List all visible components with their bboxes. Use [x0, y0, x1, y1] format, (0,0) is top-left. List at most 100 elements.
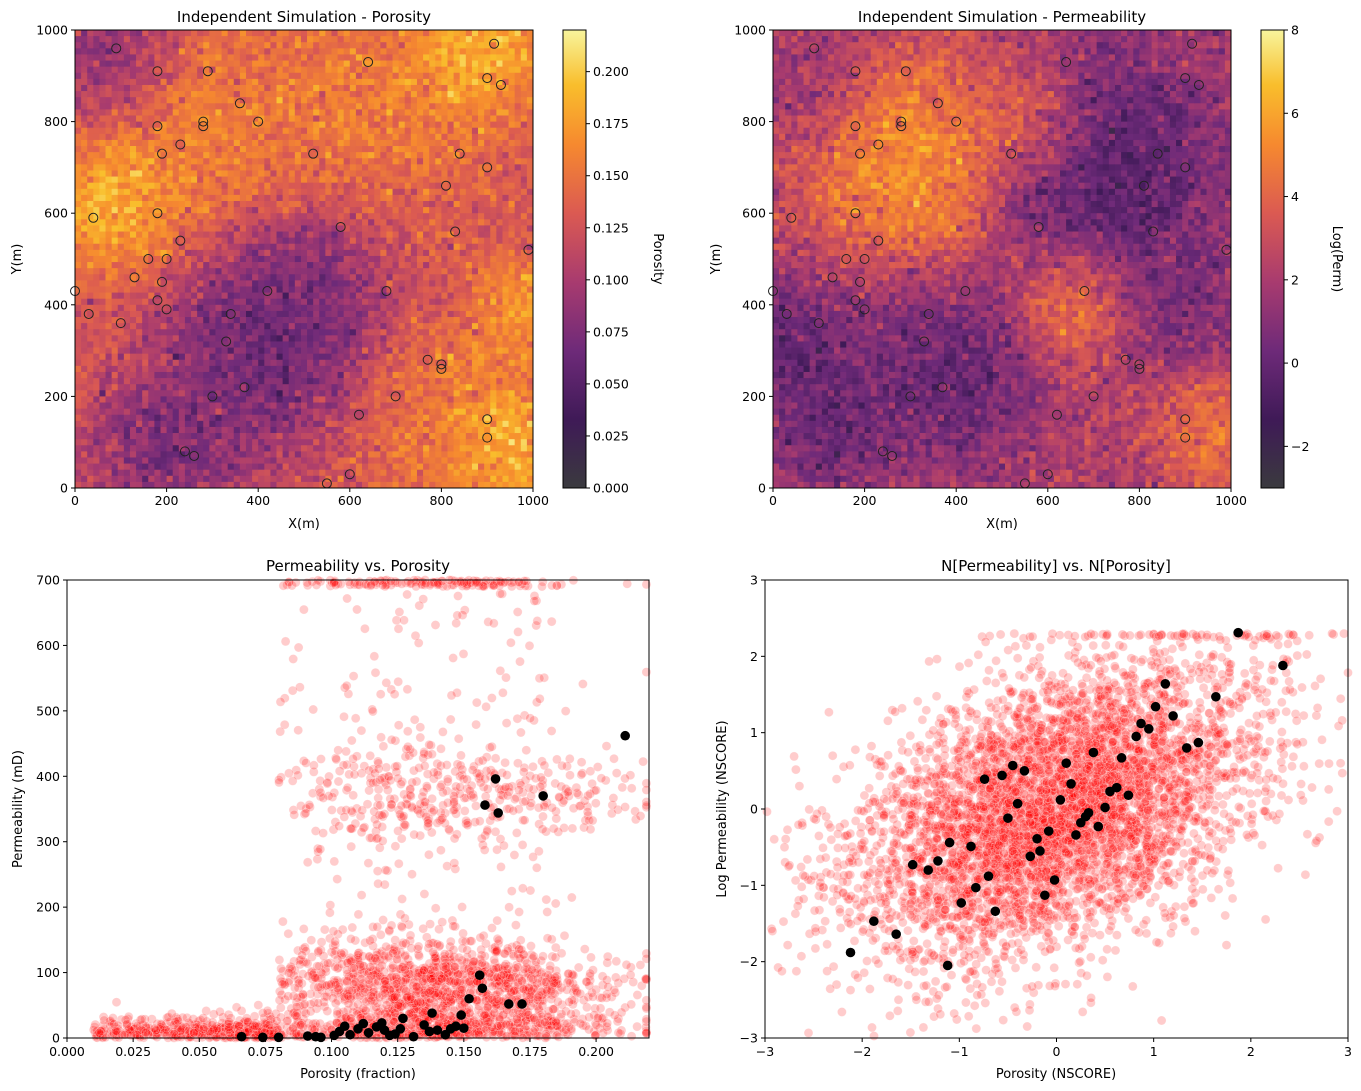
heatmap-cell	[429, 48, 436, 55]
heatmap-cell	[197, 207, 204, 214]
heatmap-cell	[154, 250, 161, 257]
heatmap-cell	[374, 286, 381, 293]
heatmap-cell	[264, 91, 271, 98]
heatmap-cell	[93, 384, 100, 391]
heatmap-cell	[362, 115, 369, 122]
heatmap-cell	[399, 433, 406, 440]
heatmap-cell	[460, 335, 467, 342]
heatmap-cell	[215, 323, 222, 330]
heatmap-cell	[423, 109, 430, 116]
heatmap-cell	[124, 195, 131, 202]
heatmap-cell	[87, 384, 94, 391]
heatmap-cell	[405, 134, 412, 141]
heatmap-cell	[411, 360, 418, 367]
heatmap-cell	[112, 476, 119, 483]
heatmap-cell	[405, 213, 412, 220]
heatmap-cell	[222, 354, 229, 361]
heatmap-cell	[460, 311, 467, 318]
heatmap-cell	[289, 378, 296, 385]
heatmap-cell	[399, 378, 406, 385]
heatmap-cell	[264, 48, 271, 55]
heatmap-cell	[148, 54, 155, 61]
heatmap-cell	[240, 372, 247, 379]
heatmap-cell	[411, 415, 418, 422]
heatmap-cell	[295, 256, 302, 263]
heatmap-cell	[252, 433, 259, 440]
heatmap-cell	[460, 79, 467, 86]
heatmap-cell	[258, 286, 265, 293]
heatmap-cell	[277, 152, 284, 159]
heatmap-cell	[411, 189, 418, 196]
heatmap-cell	[399, 409, 406, 416]
heatmap-cell	[99, 482, 106, 489]
heatmap-cell	[270, 427, 277, 434]
heatmap-cell	[319, 195, 326, 202]
heatmap-cell	[454, 91, 461, 98]
heatmap-cell	[87, 390, 94, 397]
heatmap-cell	[99, 79, 106, 86]
heatmap-cell	[179, 470, 186, 477]
heatmap-cell	[325, 433, 332, 440]
heatmap-cell	[252, 390, 259, 397]
heatmap-cell	[435, 109, 442, 116]
heatmap-cell	[423, 225, 430, 232]
heatmap-cell	[313, 42, 320, 49]
heatmap-cell	[277, 482, 284, 489]
heatmap-cell	[289, 445, 296, 452]
heatmap-cell	[270, 317, 277, 324]
heatmap-cell	[289, 67, 296, 74]
heatmap-cell	[252, 134, 259, 141]
heatmap-cell	[191, 91, 198, 98]
heatmap-cell	[460, 293, 467, 300]
heatmap-cell	[209, 79, 216, 86]
heatmap-cell	[173, 177, 180, 184]
heatmap-cell	[283, 97, 290, 104]
heatmap-cell	[386, 146, 393, 153]
heatmap-cell	[350, 213, 357, 220]
heatmap-cell	[173, 329, 180, 336]
heatmap-cell	[472, 390, 479, 397]
heatmap-cell	[75, 268, 82, 275]
heatmap-cell	[399, 85, 406, 92]
heatmap-cell	[215, 415, 222, 422]
heatmap-cell	[160, 30, 167, 37]
heatmap-cell	[417, 42, 424, 49]
heatmap-cell	[106, 128, 113, 135]
heatmap-cell	[197, 421, 204, 428]
heatmap-cell	[106, 213, 113, 220]
heatmap-cell	[295, 244, 302, 251]
heatmap-cell	[197, 48, 204, 55]
heatmap-cell	[472, 67, 479, 74]
heatmap-cell	[246, 366, 253, 373]
heatmap-cell	[106, 79, 113, 86]
heatmap-cell	[264, 403, 271, 410]
heatmap-cell	[307, 189, 314, 196]
heatmap-cell	[301, 415, 308, 422]
heatmap-cell	[136, 451, 143, 458]
heatmap-cell	[112, 427, 119, 434]
heatmap-cell	[454, 219, 461, 226]
heatmap-cell	[362, 470, 369, 477]
heatmap-cell	[289, 140, 296, 147]
heatmap-cell	[289, 457, 296, 464]
heatmap-cell	[270, 152, 277, 159]
heatmap-cell	[215, 207, 222, 214]
heatmap-cell	[423, 115, 430, 122]
heatmap-cell	[99, 103, 106, 110]
heatmap-cell	[429, 109, 436, 116]
heatmap-cell	[399, 335, 406, 342]
heatmap-cell	[173, 464, 180, 471]
heatmap-cell	[429, 183, 436, 190]
heatmap-cell	[222, 219, 229, 226]
heatmap-cell	[112, 134, 119, 141]
heatmap-cell	[423, 280, 430, 287]
heatmap-cell	[215, 403, 222, 410]
heatmap-cell	[301, 457, 308, 464]
heatmap-cell	[228, 409, 235, 416]
heatmap-cell	[130, 464, 137, 471]
heatmap-cell	[124, 286, 131, 293]
heatmap-cell	[118, 67, 125, 74]
heatmap-cell	[405, 390, 412, 397]
heatmap-cell	[301, 421, 308, 428]
heatmap-cell	[222, 445, 229, 452]
